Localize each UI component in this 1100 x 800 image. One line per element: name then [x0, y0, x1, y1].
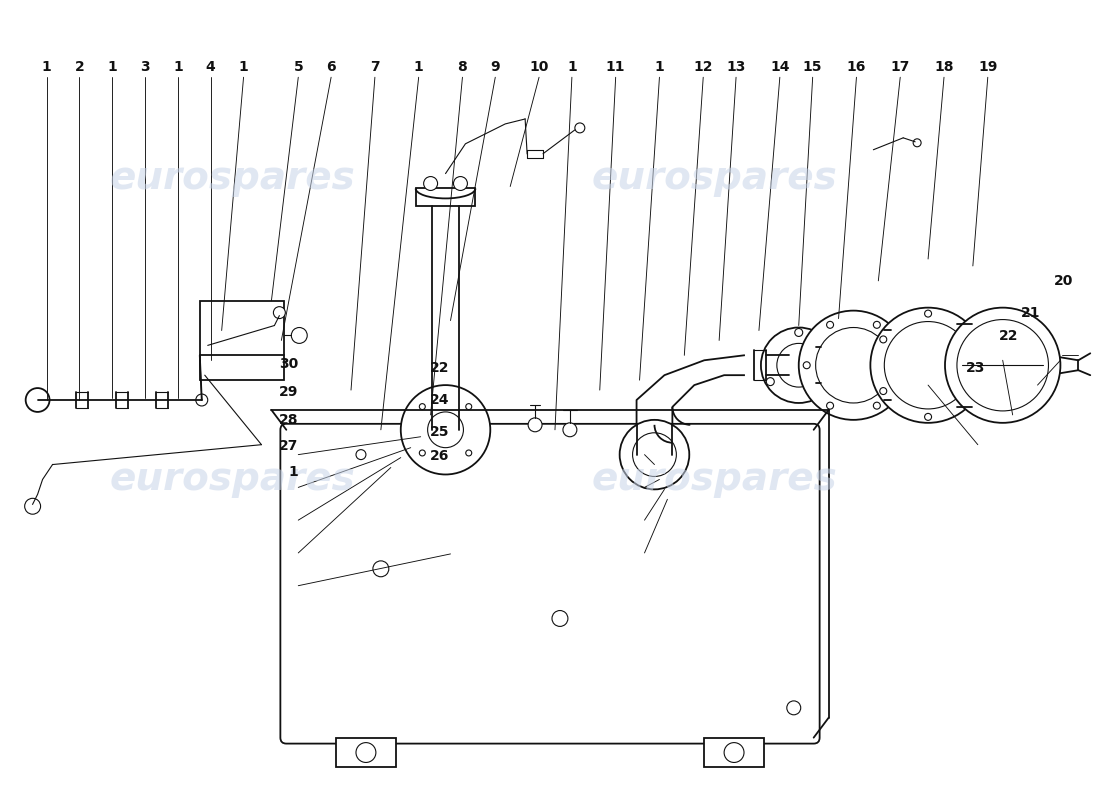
Text: 3: 3 — [140, 60, 150, 74]
Text: 1: 1 — [566, 60, 576, 74]
Bar — [416, 189, 475, 206]
Text: 1: 1 — [173, 60, 183, 74]
Text: 15: 15 — [803, 60, 823, 74]
Circle shape — [826, 322, 834, 328]
Text: 1: 1 — [654, 60, 664, 74]
Circle shape — [884, 322, 972, 409]
Circle shape — [274, 306, 285, 318]
Circle shape — [24, 498, 41, 514]
Circle shape — [799, 310, 909, 420]
Text: eurospares: eurospares — [110, 461, 355, 498]
Circle shape — [373, 561, 388, 577]
Circle shape — [292, 327, 307, 343]
Text: eurospares: eurospares — [592, 461, 837, 498]
Circle shape — [419, 404, 426, 410]
Text: 1: 1 — [42, 60, 52, 74]
Text: 22: 22 — [430, 362, 449, 375]
Circle shape — [356, 742, 376, 762]
Text: 26: 26 — [430, 449, 449, 462]
Circle shape — [795, 329, 803, 337]
Text: 27: 27 — [279, 439, 298, 453]
Circle shape — [873, 322, 880, 328]
Circle shape — [465, 404, 472, 410]
Text: 7: 7 — [370, 60, 379, 74]
Bar — [200, 301, 284, 380]
Circle shape — [563, 423, 576, 437]
Circle shape — [969, 336, 977, 343]
Text: 23: 23 — [966, 362, 986, 375]
Circle shape — [400, 385, 491, 474]
Text: 17: 17 — [891, 60, 910, 74]
Text: 1: 1 — [288, 465, 298, 478]
Text: 22: 22 — [999, 330, 1019, 343]
Circle shape — [880, 336, 887, 343]
Circle shape — [552, 610, 568, 626]
Circle shape — [816, 327, 891, 403]
Text: 5: 5 — [294, 60, 304, 74]
Text: 29: 29 — [279, 385, 298, 399]
Text: 9: 9 — [491, 60, 501, 74]
Circle shape — [25, 388, 50, 412]
Text: 11: 11 — [606, 60, 626, 74]
Text: 20: 20 — [1054, 274, 1072, 288]
Circle shape — [913, 139, 921, 146]
Circle shape — [945, 308, 1060, 423]
Circle shape — [453, 177, 468, 190]
Text: 19: 19 — [978, 60, 998, 74]
Circle shape — [823, 378, 832, 386]
Circle shape — [761, 327, 836, 403]
Text: 14: 14 — [770, 60, 790, 74]
Circle shape — [619, 420, 690, 490]
Text: 10: 10 — [529, 60, 549, 74]
Text: 16: 16 — [847, 60, 866, 74]
Circle shape — [803, 362, 811, 369]
Circle shape — [896, 362, 904, 369]
Circle shape — [880, 387, 887, 394]
Text: eurospares: eurospares — [110, 158, 355, 197]
Text: 1: 1 — [108, 60, 117, 74]
Circle shape — [575, 123, 585, 133]
Circle shape — [465, 450, 472, 456]
Circle shape — [419, 450, 426, 456]
Text: 4: 4 — [206, 60, 216, 74]
Text: 6: 6 — [327, 60, 336, 74]
Text: 28: 28 — [278, 413, 298, 427]
Circle shape — [786, 701, 801, 714]
Circle shape — [632, 433, 676, 477]
Circle shape — [969, 387, 977, 394]
Circle shape — [724, 742, 744, 762]
Text: 13: 13 — [726, 60, 746, 74]
Circle shape — [767, 378, 774, 386]
Text: 25: 25 — [430, 425, 449, 438]
Circle shape — [196, 394, 208, 406]
Circle shape — [873, 402, 880, 409]
Text: 1: 1 — [239, 60, 249, 74]
Circle shape — [925, 414, 932, 420]
Text: 1: 1 — [414, 60, 424, 74]
Text: eurospares: eurospares — [592, 158, 837, 197]
Text: 2: 2 — [75, 60, 85, 74]
Text: 21: 21 — [1021, 306, 1041, 320]
Text: 24: 24 — [430, 393, 449, 407]
Circle shape — [957, 319, 1048, 411]
Circle shape — [777, 343, 821, 387]
Text: 12: 12 — [693, 60, 713, 74]
Bar — [704, 738, 763, 767]
Circle shape — [528, 418, 542, 432]
Text: 30: 30 — [279, 358, 298, 371]
Circle shape — [870, 308, 986, 423]
Text: 8: 8 — [458, 60, 468, 74]
Circle shape — [424, 177, 438, 190]
Circle shape — [826, 402, 834, 409]
Circle shape — [925, 310, 932, 317]
Text: 18: 18 — [934, 60, 954, 74]
Circle shape — [356, 450, 366, 459]
Bar — [337, 738, 396, 767]
Circle shape — [428, 412, 463, 448]
FancyBboxPatch shape — [280, 424, 820, 743]
